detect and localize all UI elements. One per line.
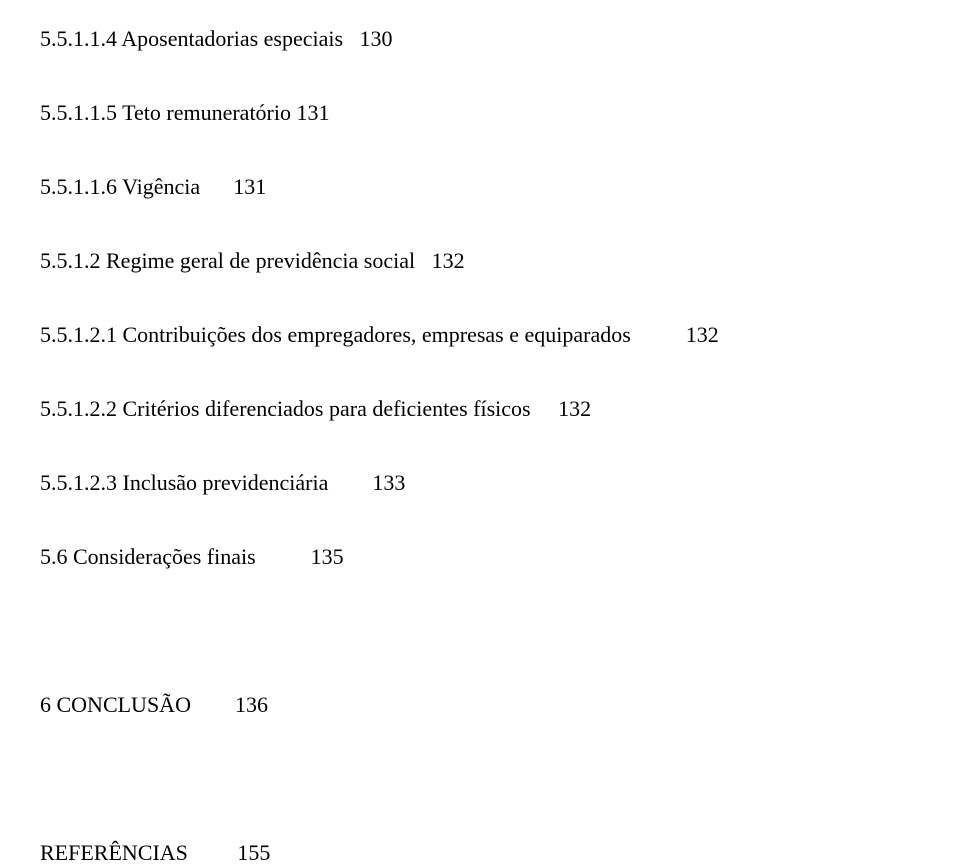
document-page: 5.5.1.1.4 Aposentadorias especiais 130 5… <box>0 0 960 866</box>
toc-entry-text: 6 CONCLUSÃO 136 <box>40 692 268 718</box>
toc-entry: 6 CONCLUSÃO 136 <box>40 692 900 718</box>
toc-entry: 5.5.1.2.2 Critérios diferenciados para d… <box>40 396 900 422</box>
toc-entry-text: 5.6 Considerações finais 135 <box>40 544 344 570</box>
toc-entry: 5.5.1.1.5 Teto remuneratório 131 <box>40 100 900 126</box>
toc-entry-text: 5.5.1.2.2 Critérios diferenciados para d… <box>40 396 591 422</box>
toc-entry: 5.5.1.2.1 Contribuições dos empregadores… <box>40 322 900 348</box>
toc-entry-text: 5.5.1.1.6 Vigência 131 <box>40 174 266 200</box>
toc-entry-text: 5.5.1.2 Regime geral de previdência soci… <box>40 248 465 274</box>
toc-blank-line <box>40 766 900 792</box>
toc-entry-text <box>40 618 46 644</box>
toc-entry: 5.5.1.2 Regime geral de previdência soci… <box>40 248 900 274</box>
toc-entry: 5.6 Considerações finais 135 <box>40 544 900 570</box>
toc-entry: 5.5.1.1.4 Aposentadorias especiais 130 <box>40 26 900 52</box>
toc-entry: REFERÊNCIAS 155 <box>40 840 900 866</box>
toc-entry-text: 5.5.1.2.3 Inclusão previdenciária 133 <box>40 470 405 496</box>
toc-entry-text: REFERÊNCIAS 155 <box>40 840 270 866</box>
toc-entry-text <box>40 766 46 792</box>
toc-entry: 5.5.1.2.3 Inclusão previdenciária 133 <box>40 470 900 496</box>
toc-entry-text: 5.5.1.2.1 Contribuições dos empregadores… <box>40 322 719 348</box>
toc-entry-text: 5.5.1.1.5 Teto remuneratório 131 <box>40 100 330 126</box>
toc-entry-text: 5.5.1.1.4 Aposentadorias especiais 130 <box>40 26 393 52</box>
toc-entry: 5.5.1.1.6 Vigência 131 <box>40 174 900 200</box>
toc-blank-line <box>40 618 900 644</box>
